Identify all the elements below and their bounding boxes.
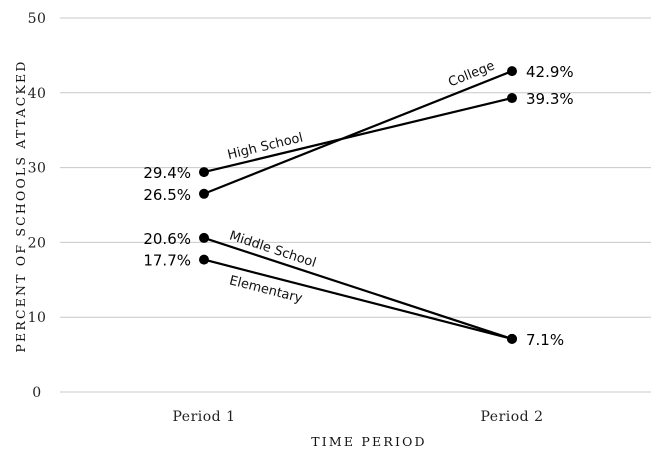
y-tick-label: 0 <box>32 385 41 401</box>
point-middle-school-1 <box>199 232 209 243</box>
data-labels: 29.4% 39.3% 26.5% 42.9% 20.6% 7.1% 17.7% <box>143 63 573 349</box>
series-line-middle-school <box>203 236 513 340</box>
x-tick-label: Period 2 <box>481 409 544 425</box>
x-axis-title: TIME PERIOD <box>311 434 427 449</box>
point-elementary-2 <box>507 333 517 344</box>
series-lines <box>203 70 513 340</box>
point-elementary-1 <box>199 254 209 265</box>
data-label-college-1: 26.5% <box>143 186 191 204</box>
series-line-elementary <box>203 258 513 340</box>
data-label-middle-school-1: 20.6% <box>143 230 191 248</box>
series-label-elementary: Elementary <box>228 273 305 306</box>
y-tick-label: 10 <box>28 310 47 326</box>
data-label-middle-school-2: 7.1% <box>526 331 564 349</box>
y-tick-label: 40 <box>28 86 47 102</box>
data-label-college-2: 42.9% <box>526 63 574 81</box>
point-college-1 <box>199 188 209 199</box>
gridlines <box>60 17 651 393</box>
data-label-high-school-2: 39.3% <box>526 90 574 108</box>
series-label-college: College <box>446 58 497 90</box>
x-axis-ticks: Period 1 Period 2 <box>173 409 544 425</box>
y-tick-label: 20 <box>28 235 47 251</box>
y-tick-label: 30 <box>28 161 47 177</box>
point-college-2 <box>507 66 517 77</box>
y-axis-ticks: 0 10 20 30 40 50 <box>28 11 47 401</box>
series-line-high-school <box>203 96 513 174</box>
data-label-elementary-1: 17.7% <box>143 252 191 270</box>
point-high-school-2 <box>507 93 517 104</box>
x-tick-label: Period 1 <box>173 409 236 425</box>
data-points <box>199 66 517 344</box>
y-tick-label: 50 <box>28 11 47 27</box>
data-label-high-school-1: 29.4% <box>143 164 191 182</box>
point-high-school-1 <box>199 167 209 178</box>
y-axis-title: PERCENT OF SCHOOLS ATTACKED <box>13 59 28 352</box>
series-line-college <box>203 70 513 195</box>
